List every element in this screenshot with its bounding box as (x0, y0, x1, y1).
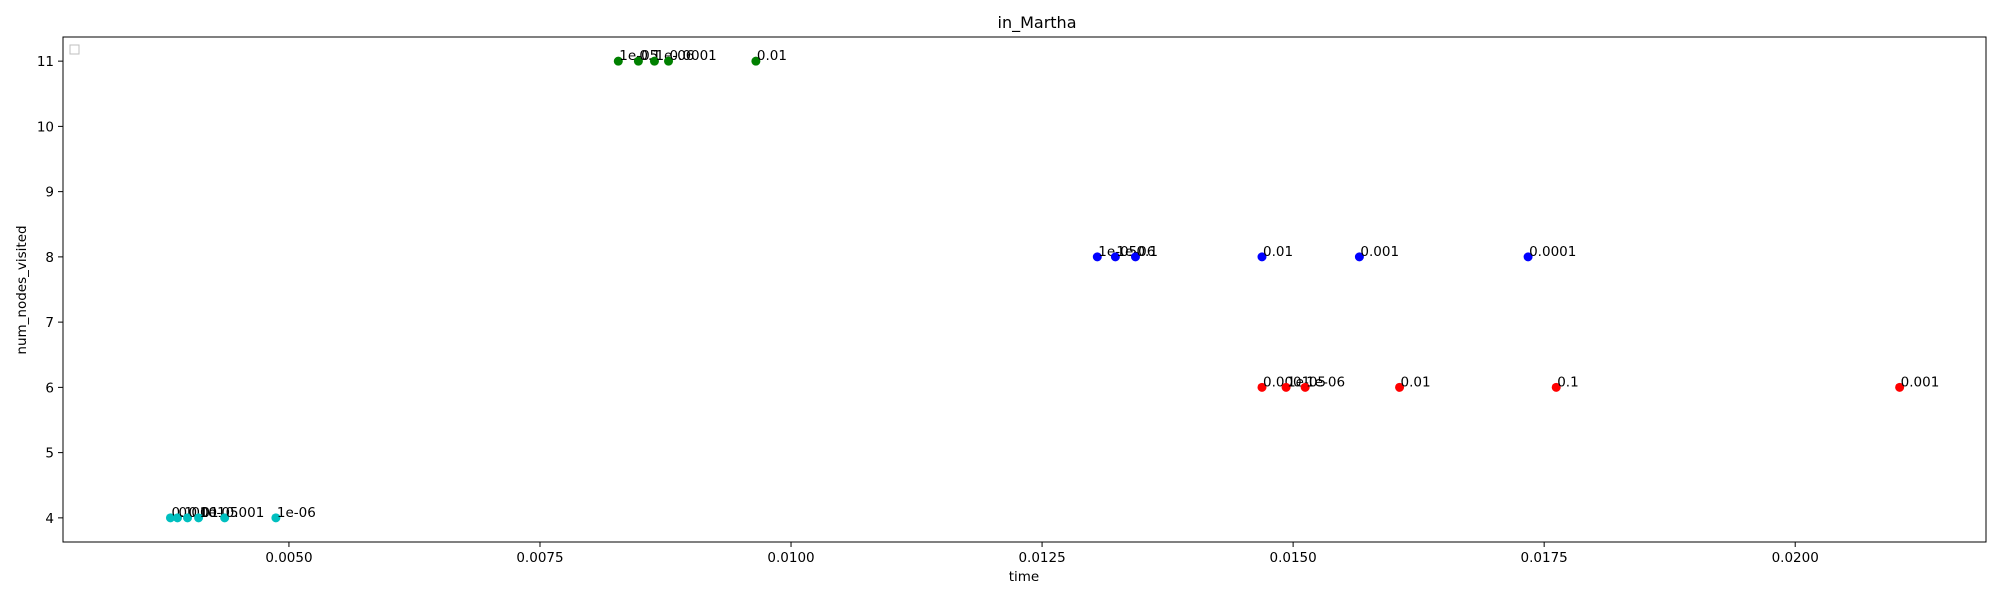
x-tick-label: 0.0200 (1772, 550, 1819, 566)
data-label: 0.0001 (670, 48, 717, 64)
data-label: 0.0001 (1263, 374, 1310, 390)
data-point (1257, 382, 1267, 392)
data-point (1300, 382, 1310, 392)
data-point (613, 56, 623, 66)
data-point (1354, 252, 1364, 262)
data-label: 1e-05 (1098, 244, 1137, 260)
y-tick-label: 4 (45, 511, 54, 527)
data-point (194, 513, 204, 523)
data-point (664, 56, 674, 66)
data-point (1092, 252, 1102, 262)
data-point (271, 513, 281, 523)
data-label: 0.01 (757, 48, 787, 64)
data-label: 0.1 (1136, 244, 1157, 260)
data-label: 0.001 (1901, 374, 1940, 390)
data-point (751, 56, 761, 66)
y-tick-label: 10 (37, 119, 54, 135)
data-point (1523, 252, 1533, 262)
data-label: 1e-06 (277, 505, 316, 521)
data-label: 0.001 (226, 505, 265, 521)
data-point (1281, 382, 1291, 392)
x-axis-label: time (1009, 569, 1040, 585)
x-tick-label: 0.0075 (516, 550, 563, 566)
data-point (1130, 252, 1140, 262)
x-tick-label: 0.0175 (1521, 550, 1568, 566)
data-point (1551, 382, 1561, 392)
data-point (220, 513, 230, 523)
y-tick-label: 7 (45, 315, 54, 331)
y-tick-label: 9 (45, 185, 54, 201)
data-point (1110, 252, 1120, 262)
data-point (1257, 252, 1267, 262)
data-label: 1e-06 (1116, 244, 1155, 260)
y-axis-label: num_nodes_visited (14, 225, 30, 354)
chart-title: in_Martha (998, 13, 1077, 33)
data-label: 0.001 (1360, 244, 1399, 260)
x-axis: 0.0050 0.0075 0.0100 0.0125 0.0150 0.0175 0.02… (265, 542, 1819, 566)
x-tick-label: 0.0100 (767, 550, 814, 566)
y-tick-label: 5 (45, 446, 54, 462)
data-point (165, 513, 175, 523)
data-label: 1e-05 (619, 48, 658, 64)
y-tick-label: 6 (45, 380, 54, 396)
data-point (1395, 382, 1405, 392)
data-label: 0.01 (1263, 244, 1293, 260)
x-tick-label: 0.0050 (265, 550, 312, 566)
data-label: 1e-05 (1287, 374, 1326, 390)
data-point (1895, 382, 1905, 392)
data-point (183, 513, 193, 523)
data-point (649, 56, 659, 66)
y-axis: 4 5 6 7 8 9 10 11 (37, 54, 63, 527)
data-label: 0.1 (1557, 374, 1578, 390)
legend-box (69, 44, 80, 55)
x-tick-label: 0.0125 (1018, 550, 1065, 566)
data-label: 0.0001 (1529, 244, 1576, 260)
data-point (633, 56, 643, 66)
y-tick-label: 11 (37, 54, 54, 70)
y-tick-label: 8 (45, 250, 54, 266)
data-label: 1e-06 (1306, 374, 1345, 390)
data-label: 0.01 (1401, 374, 1431, 390)
plot-frame (62, 36, 1987, 543)
data-point (172, 513, 182, 523)
x-tick-label: 0.0150 (1269, 550, 1316, 566)
